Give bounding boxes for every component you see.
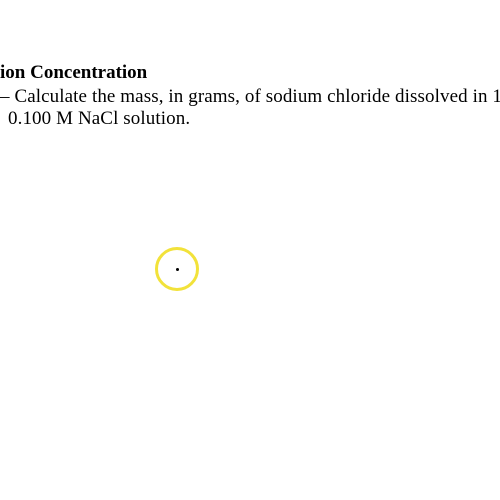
section-heading: ion Concentration [0,62,147,84]
cursor-dot [176,268,179,271]
document-page: ion Concentration – Calculate the mass, … [0,0,500,500]
problem-text-line-2: 0.100 M NaCl solution. [8,108,190,130]
problem-text-line-1: – Calculate the mass, in grams, of sodiu… [0,86,500,108]
